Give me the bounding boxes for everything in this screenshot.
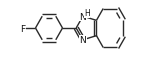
Text: N: N [80, 12, 86, 21]
Text: H: H [84, 9, 90, 18]
Text: F: F [20, 24, 26, 33]
Text: N: N [80, 36, 86, 45]
